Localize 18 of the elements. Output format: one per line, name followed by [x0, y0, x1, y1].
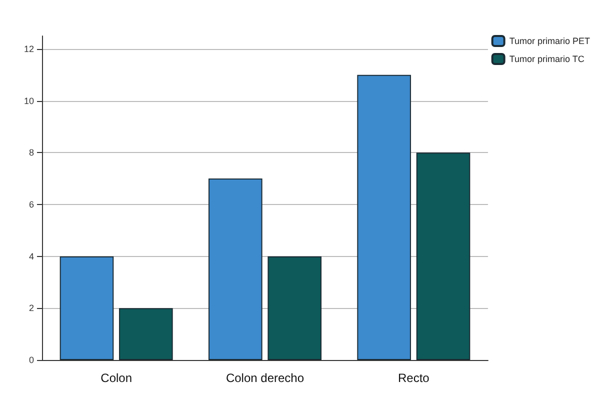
y-tick-label: 0 — [28, 355, 34, 365]
x-tick-label: Recto — [398, 371, 430, 385]
bar — [119, 308, 173, 360]
bar — [416, 152, 470, 360]
y-tick-label: 4 — [28, 251, 34, 262]
y-tick-label: 12 — [24, 44, 34, 54]
bar — [60, 256, 114, 360]
x-tick-label: Colon derecho — [226, 371, 304, 385]
x-tick-label: Colon — [100, 371, 132, 385]
y-tick-label: 2 — [28, 303, 34, 314]
legend-label: Tumor primario PET — [509, 36, 590, 46]
legend-label: Tumor primario TC — [509, 54, 585, 64]
y-tick-label: 10 — [24, 96, 34, 106]
bar — [357, 74, 411, 360]
bar — [268, 256, 322, 360]
bar — [208, 178, 262, 360]
y-tick-label: 8 — [28, 148, 34, 158]
y-tick-label: 6 — [28, 199, 34, 210]
